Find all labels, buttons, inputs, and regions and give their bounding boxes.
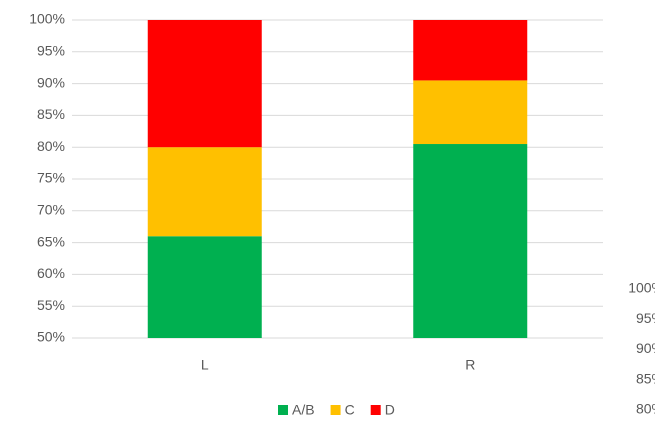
y-tick-label: 80%: [636, 401, 655, 417]
bar-segment: [413, 20, 528, 81]
bar-segment: [413, 144, 528, 338]
bar-segment: [147, 236, 262, 338]
y-tick-label: 95%: [636, 310, 655, 326]
legend-label: C: [345, 402, 355, 418]
y-tick-label: 95%: [37, 43, 65, 59]
legend-swatch: [278, 405, 288, 415]
y-tick-label: 90%: [37, 74, 65, 90]
y-tick-label: 90%: [636, 340, 655, 356]
bar-segment: [413, 80, 528, 145]
y-tick-label: 70%: [37, 202, 65, 218]
legend-label: A/B: [292, 402, 315, 418]
bar-segment: [147, 20, 262, 148]
y-tick-label: 55%: [37, 297, 65, 313]
bar-segment: [147, 147, 262, 237]
y-tick-label: 100%: [628, 280, 655, 296]
x-tick-label: R: [465, 357, 475, 373]
y-tick-label: 85%: [37, 106, 65, 122]
y-tick-label: 85%: [636, 370, 655, 386]
legend-swatch: [370, 405, 381, 415]
legend-label: D: [385, 402, 395, 418]
legend-swatch: [330, 405, 341, 415]
y-tick-label: 60%: [37, 265, 65, 281]
y-tick-label: 75%: [37, 170, 65, 186]
y-tick-label: 80%: [37, 138, 65, 154]
y-tick-label: 100%: [29, 11, 65, 27]
y-tick-label: 65%: [37, 233, 65, 249]
y-tick-label: 50%: [37, 329, 65, 345]
x-tick-label: L: [201, 357, 209, 373]
